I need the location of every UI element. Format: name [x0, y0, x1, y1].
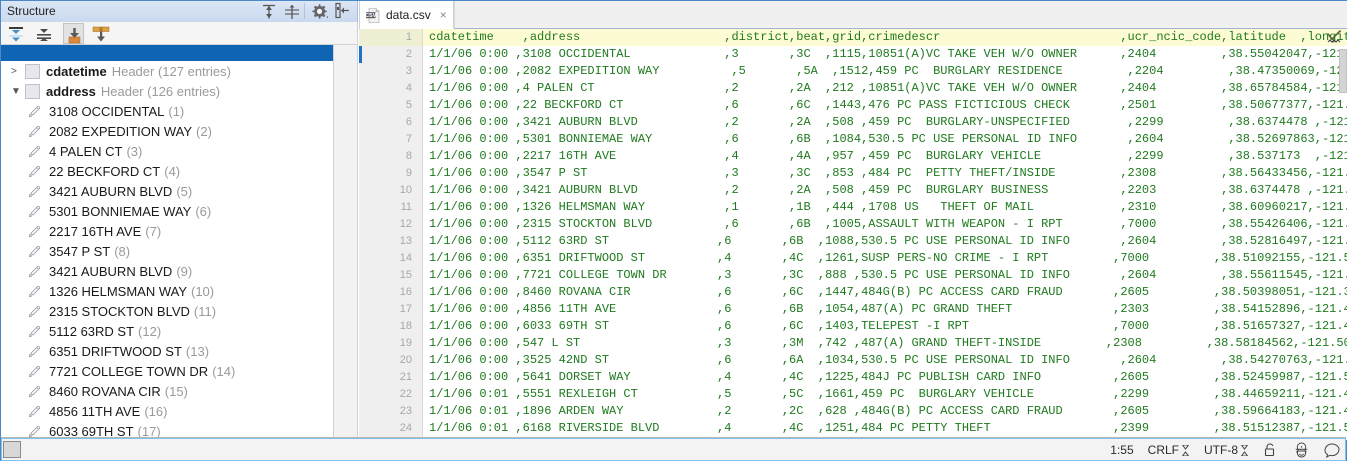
svg-text:CSV: CSV	[365, 12, 376, 18]
